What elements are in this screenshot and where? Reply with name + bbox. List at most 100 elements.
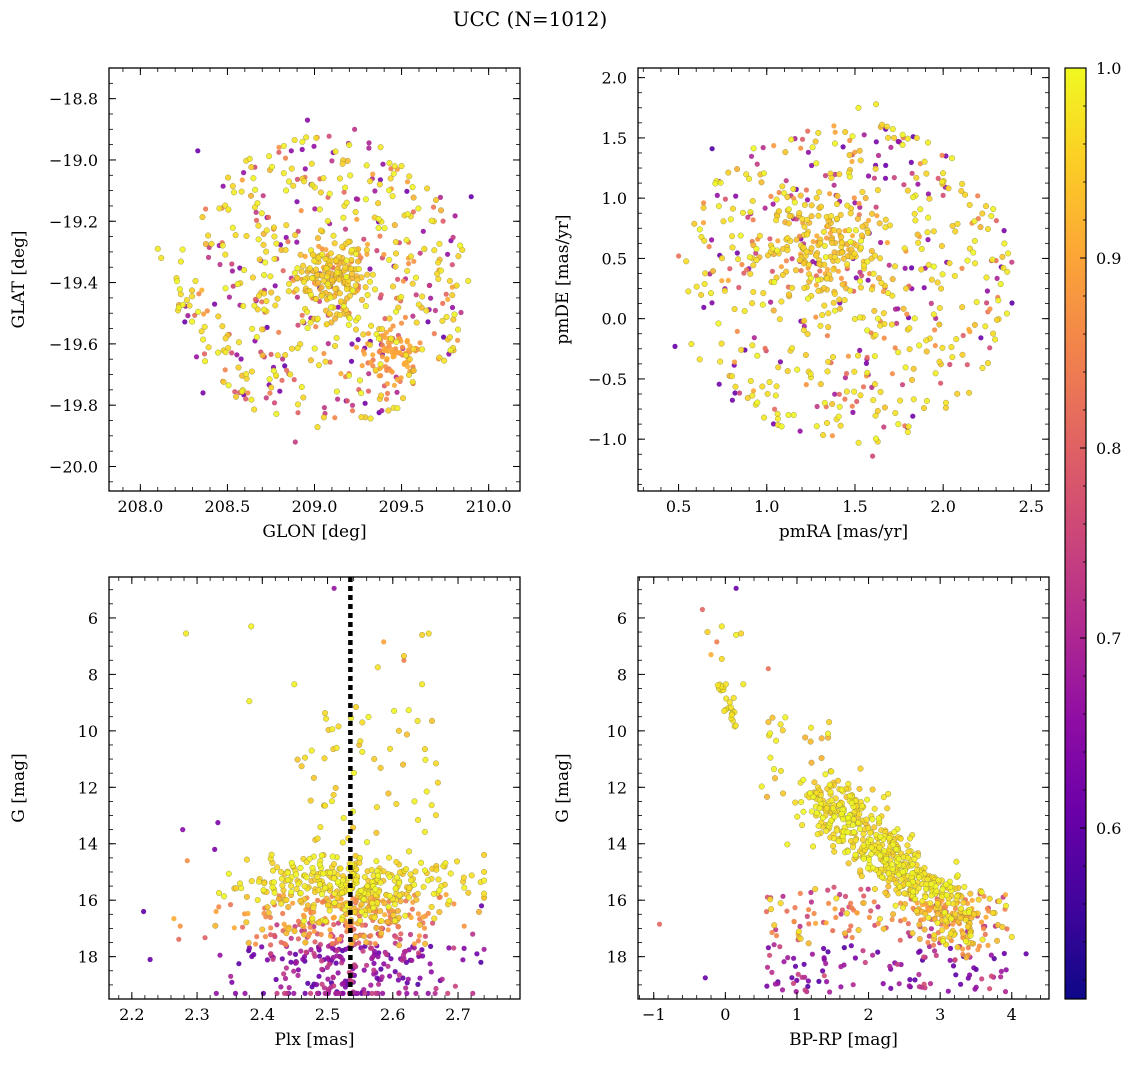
data-point <box>430 920 436 926</box>
data-point <box>242 990 248 997</box>
data-point <box>310 904 317 911</box>
data-point <box>364 251 370 257</box>
data-point <box>798 799 805 806</box>
data-point <box>338 371 344 377</box>
data-point <box>998 974 1004 980</box>
data-point <box>831 253 838 260</box>
data-point <box>870 397 877 404</box>
data-point <box>856 200 862 207</box>
data-point <box>961 883 968 890</box>
data-point <box>851 388 858 395</box>
data-point <box>888 861 895 868</box>
data-point <box>213 990 219 997</box>
data-point <box>193 354 200 360</box>
data-point <box>446 277 453 284</box>
data-point <box>842 893 849 900</box>
data-point <box>424 185 431 192</box>
data-point <box>909 170 915 176</box>
data-point <box>776 189 782 196</box>
data-point <box>413 292 419 298</box>
data-point <box>226 294 232 300</box>
data-point <box>813 282 820 288</box>
data-point <box>923 886 930 893</box>
data-point <box>339 243 346 250</box>
data-point <box>273 976 279 983</box>
data-point <box>255 878 262 885</box>
data-point <box>352 282 359 289</box>
data-point <box>793 989 799 995</box>
data-point <box>291 990 297 997</box>
data-point <box>330 232 337 239</box>
x-axis-label: pmRA [mas/yr] <box>779 522 908 542</box>
data-point <box>803 248 810 255</box>
data-point <box>388 335 395 342</box>
data-point <box>368 982 374 988</box>
data-point <box>425 877 432 884</box>
data-point <box>855 439 862 446</box>
data-point <box>288 889 295 896</box>
data-point <box>852 837 859 844</box>
data-point <box>385 903 392 910</box>
data-point <box>385 927 391 933</box>
data-point <box>367 178 374 185</box>
data-point <box>404 179 411 185</box>
data-point <box>889 276 896 283</box>
data-point <box>804 913 810 920</box>
data-point <box>411 881 418 888</box>
data-point <box>830 843 837 850</box>
data-point <box>298 384 305 391</box>
data-point <box>999 924 1006 931</box>
data-point <box>772 981 779 987</box>
data-point <box>932 343 938 349</box>
data-point <box>288 959 294 965</box>
data-point <box>696 356 703 363</box>
data-point <box>947 957 953 963</box>
data-point <box>824 420 831 427</box>
data-point <box>295 967 301 973</box>
data-point <box>385 407 392 414</box>
data-point <box>885 883 892 890</box>
data-point <box>977 224 984 231</box>
data-point <box>283 187 290 194</box>
data-point <box>320 870 327 877</box>
data-point <box>767 730 774 737</box>
data-point <box>319 251 326 258</box>
data-point <box>838 810 845 817</box>
data-point <box>282 155 289 161</box>
data-point <box>322 990 328 997</box>
data-point <box>947 930 954 937</box>
data-point <box>912 977 918 983</box>
x-tick-label: 210.0 <box>466 497 512 516</box>
data-point <box>905 881 912 888</box>
data-point <box>413 990 419 997</box>
data-point <box>205 232 212 239</box>
data-point <box>739 261 745 268</box>
data-point <box>864 258 871 265</box>
data-point <box>772 392 779 399</box>
data-point <box>857 392 864 399</box>
data-point <box>285 926 292 933</box>
y-tick-label: −20.0 <box>49 457 98 476</box>
data-point <box>333 388 340 395</box>
data-point <box>400 278 406 284</box>
data-point <box>975 896 982 903</box>
data-point <box>832 171 838 177</box>
data-point <box>916 874 923 881</box>
data-point <box>813 920 819 926</box>
data-point <box>378 925 384 931</box>
data-point <box>927 981 934 987</box>
data-point <box>288 935 294 941</box>
data-point <box>779 183 786 190</box>
data-point <box>885 134 892 141</box>
data-point <box>994 937 1001 944</box>
data-point <box>379 408 385 414</box>
data-point <box>794 813 801 820</box>
data-point <box>960 332 966 339</box>
data-point <box>773 933 780 939</box>
data-point <box>815 129 822 136</box>
data-point <box>368 933 374 939</box>
data-point <box>311 951 317 957</box>
data-point <box>797 923 803 930</box>
data-point <box>376 981 382 987</box>
